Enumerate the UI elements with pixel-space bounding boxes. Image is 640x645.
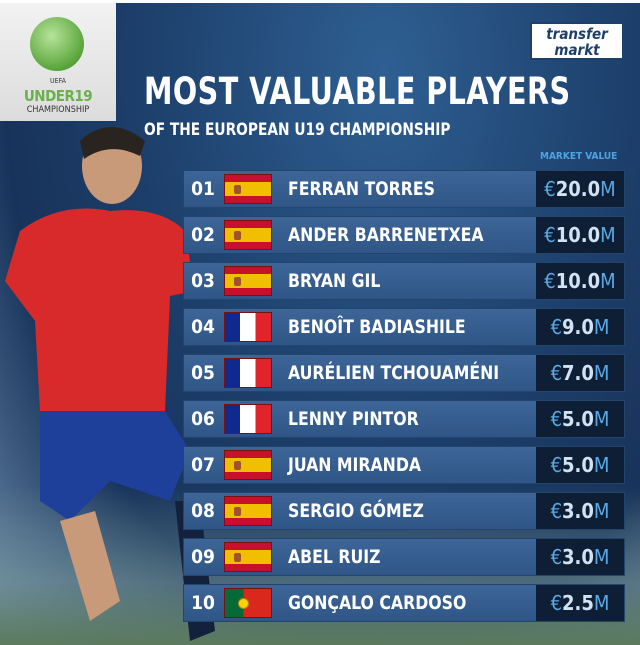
player-row: 10 GONÇALO CARDOSO €2.5 M xyxy=(183,584,625,622)
player-name: LENNY PINTOR xyxy=(288,408,419,430)
market-value-header: MARKET VALUE xyxy=(540,151,618,162)
player-row: 08 SERGIO GÓMEZ €3.0 M xyxy=(183,492,625,530)
value-amount: 20.0 xyxy=(555,177,601,201)
market-value: €5.0 M xyxy=(536,401,624,437)
player-row: 03 BRYAN GIL €10.0 M xyxy=(183,262,625,300)
spain-flag-icon xyxy=(224,174,272,204)
player-row: 01 FERRAN TORRES €20.0 M xyxy=(183,170,625,208)
currency-symbol: € xyxy=(550,315,563,339)
page-subtitle: OF THE EUROPEAN U19 CHAMPIONSHIP xyxy=(144,120,451,140)
value-amount: 9.0 xyxy=(562,315,594,339)
spain-flag-icon xyxy=(224,496,272,526)
football-emblem-icon xyxy=(30,17,84,71)
player-row: 02 ANDER BARRENETXEA €10.0 M xyxy=(183,216,625,254)
france-flag-icon xyxy=(224,404,272,434)
spain-flag-icon xyxy=(224,542,272,572)
market-value: €7.0 M xyxy=(536,355,624,391)
currency-symbol: € xyxy=(550,591,563,615)
currency-symbol: € xyxy=(550,407,563,431)
player-name: BENOÎT BADIASHILE xyxy=(288,316,466,338)
value-unit: M xyxy=(600,269,616,293)
market-value: €2.5 M xyxy=(536,585,624,621)
player-name: SERGIO GÓMEZ xyxy=(288,500,424,522)
player-rank: 01 xyxy=(191,178,215,200)
spain-flag-icon xyxy=(224,450,272,480)
currency-symbol: € xyxy=(544,269,556,293)
player-row: 06 LENNY PINTOR €5.0 M xyxy=(183,400,625,438)
currency-symbol: € xyxy=(550,361,563,385)
currency-symbol: € xyxy=(544,223,556,247)
player-name: AURÉLIEN TCHOUAMÉNI xyxy=(288,362,500,384)
value-unit: M xyxy=(593,591,610,615)
value-amount: 3.0 xyxy=(562,499,594,523)
player-name: FERRAN TORRES xyxy=(288,178,435,200)
currency-symbol: € xyxy=(544,177,556,201)
currency-symbol: € xyxy=(550,453,563,477)
value-unit: M xyxy=(593,453,610,477)
player-name: ABEL RUIZ xyxy=(288,546,381,568)
player-row: 04 BENOÎT BADIASHILE €9.0 M xyxy=(183,308,625,346)
value-unit: M xyxy=(593,545,610,569)
player-row: 09 ABEL RUIZ €3.0 M xyxy=(183,538,625,576)
market-value: €5.0 M xyxy=(536,447,624,483)
market-value: €20.0 M xyxy=(536,171,624,207)
player-row: 05 AURÉLIEN TCHOUAMÉNI €7.0 M xyxy=(183,354,625,392)
value-amount: 5.0 xyxy=(562,453,594,477)
currency-symbol: € xyxy=(550,545,563,569)
logo-championship-text: CHAMPIONSHIP xyxy=(26,105,90,115)
market-value: €10.0 M xyxy=(536,263,624,299)
player-rank: 07 xyxy=(191,454,215,476)
value-amount: 10.0 xyxy=(555,223,601,247)
market-value: €9.0 M xyxy=(536,309,624,345)
page-title: MOST VALUABLE PLAYERS xyxy=(144,70,571,113)
value-unit: M xyxy=(600,177,616,201)
player-rank: 08 xyxy=(191,500,215,522)
currency-symbol: € xyxy=(550,499,563,523)
players-table: 01 FERRAN TORRES €20.0 M 02 ANDER BARRENET… xyxy=(183,170,625,630)
value-unit: M xyxy=(593,315,610,339)
player-name: JUAN MIRANDA xyxy=(288,454,422,476)
value-amount: 5.0 xyxy=(562,407,594,431)
brand-line1: transfer xyxy=(546,25,608,43)
market-value: €3.0 M xyxy=(536,493,624,529)
player-rank: 02 xyxy=(191,224,215,246)
infographic: UEFA UNDER19 CHAMPIONSHIP transfer markt… xyxy=(0,3,640,645)
logo-under19-text: UNDER19 xyxy=(23,87,93,105)
brand-line2: markt xyxy=(554,41,600,59)
portugal-flag-icon xyxy=(224,588,272,618)
france-flag-icon xyxy=(224,312,272,342)
transfermarkt-logo: transfer markt xyxy=(530,22,624,60)
value-amount: 3.0 xyxy=(562,545,594,569)
player-rank: 04 xyxy=(191,316,215,338)
value-unit: M xyxy=(600,223,616,247)
player-rank: 05 xyxy=(191,362,215,384)
player-rank: 03 xyxy=(191,270,215,292)
value-unit: M xyxy=(593,499,610,523)
spain-flag-icon xyxy=(224,220,272,250)
player-name: GONÇALO CARDOSO xyxy=(288,592,467,614)
player-row: 07 JUAN MIRANDA €5.0 M xyxy=(183,446,625,484)
player-name: BRYAN GIL xyxy=(288,270,381,292)
value-unit: M xyxy=(593,407,610,431)
logo-uefa-text: UEFA xyxy=(50,77,66,85)
value-amount: 2.5 xyxy=(562,591,594,615)
value-unit: M xyxy=(593,361,610,385)
player-photo xyxy=(5,127,215,641)
player-name: ANDER BARRENETXEA xyxy=(288,224,484,246)
player-rank: 09 xyxy=(191,546,215,568)
player-rank: 06 xyxy=(191,408,215,430)
market-value: €10.0 M xyxy=(536,217,624,253)
market-value: €3.0 M xyxy=(536,539,624,575)
spain-flag-icon xyxy=(224,266,272,296)
france-flag-icon xyxy=(224,358,272,388)
value-amount: 7.0 xyxy=(562,361,594,385)
player-rank: 10 xyxy=(191,592,215,614)
value-amount: 10.0 xyxy=(555,269,601,293)
uefa-u19-logo: UEFA UNDER19 CHAMPIONSHIP xyxy=(0,3,116,121)
